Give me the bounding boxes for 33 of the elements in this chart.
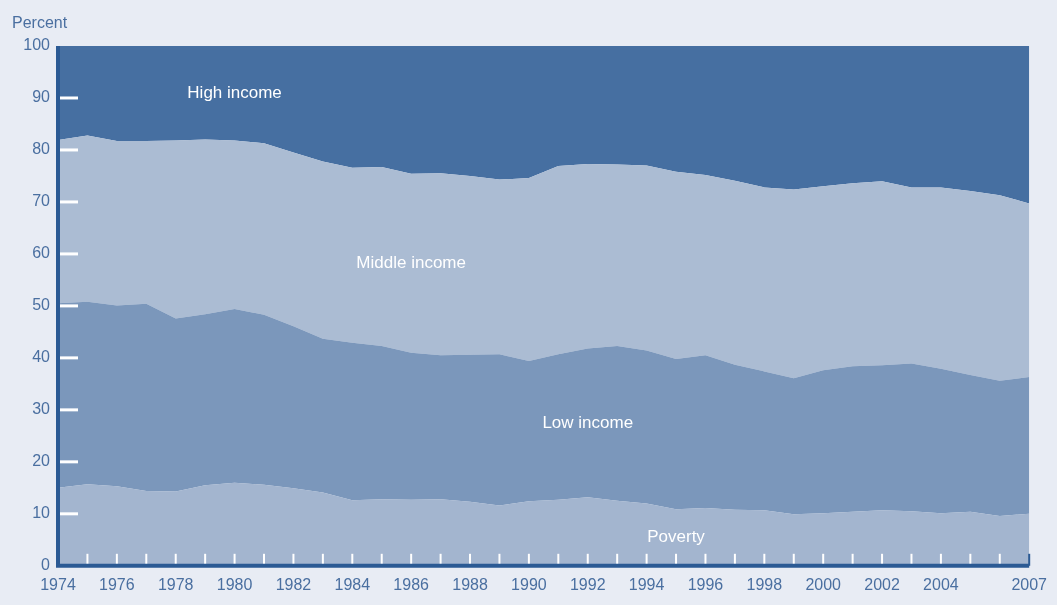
- x-tick-label: 2004: [923, 575, 959, 593]
- x-tick-label: 1974: [40, 575, 76, 593]
- y-tick-label: 20: [32, 452, 51, 470]
- x-tick-label: 1992: [569, 575, 606, 593]
- x-tick-label: 1998: [746, 575, 783, 593]
- x-tick-label: 1986: [393, 575, 430, 593]
- y-tick-label: 90: [32, 88, 51, 106]
- x-tick-label: 1980: [216, 575, 253, 593]
- y-tick-label: 50: [32, 296, 51, 314]
- y-axis-title: Percent: [12, 14, 68, 32]
- y-tick-label: 80: [32, 140, 51, 158]
- x-tick-label: 1984: [334, 575, 371, 593]
- x-tick-label: 1990: [511, 575, 547, 593]
- x-tick-label: 1978: [157, 575, 194, 593]
- x-tick-label: 1982: [275, 575, 312, 593]
- series-label: Middle income: [356, 252, 466, 272]
- x-tick-label: 1976: [99, 575, 135, 593]
- x-tick-label: 2000: [805, 575, 842, 593]
- x-tick-label: 1988: [452, 575, 488, 593]
- x-tick-label: 1996: [687, 575, 724, 593]
- series-label: High income: [187, 82, 282, 102]
- series-label: Low income: [542, 412, 634, 432]
- y-tick-label: 10: [32, 504, 51, 522]
- y-tick-label: 100: [23, 36, 51, 54]
- y-tick-label: 0: [41, 556, 51, 574]
- x-tick-label: 2002: [864, 575, 900, 593]
- x-tick-label: 2007: [1011, 575, 1048, 593]
- y-tick-label: 70: [32, 192, 51, 210]
- y-tick-label: 60: [32, 244, 51, 262]
- y-tick-label: 30: [32, 400, 51, 418]
- y-tick-label: 40: [32, 348, 51, 366]
- series-label: Poverty: [647, 527, 706, 547]
- x-tick-label: 1994: [628, 575, 665, 593]
